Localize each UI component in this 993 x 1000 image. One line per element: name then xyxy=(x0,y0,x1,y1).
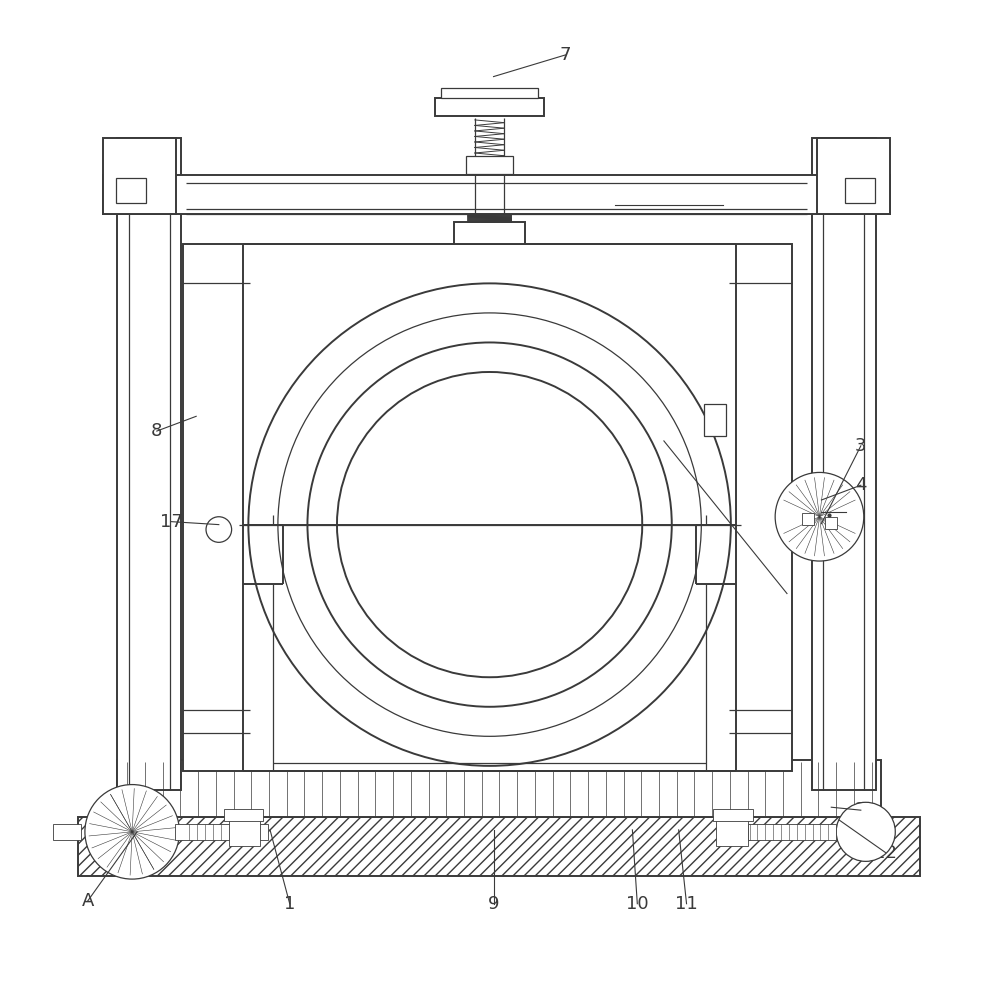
Bar xyxy=(713,809,753,821)
Text: 8: 8 xyxy=(151,422,163,440)
Bar xyxy=(102,175,891,214)
Text: 7: 7 xyxy=(560,46,571,64)
Bar xyxy=(102,138,177,214)
Circle shape xyxy=(776,472,864,561)
Bar xyxy=(454,222,525,244)
Text: 5: 5 xyxy=(781,585,792,603)
Text: 1: 1 xyxy=(284,895,295,913)
Text: 4: 4 xyxy=(855,476,867,494)
Bar xyxy=(184,244,791,771)
Bar xyxy=(801,513,813,525)
Circle shape xyxy=(836,802,896,861)
Circle shape xyxy=(85,785,180,879)
Bar xyxy=(441,88,538,98)
Bar xyxy=(816,138,891,214)
Bar xyxy=(78,817,920,876)
Text: A: A xyxy=(81,892,94,910)
Bar xyxy=(54,824,81,840)
Bar xyxy=(116,178,146,203)
Text: 10: 10 xyxy=(626,895,648,913)
Text: 3: 3 xyxy=(855,437,867,455)
Bar xyxy=(436,98,544,116)
Bar xyxy=(117,760,881,817)
Bar xyxy=(811,138,876,790)
Bar xyxy=(466,156,513,174)
Text: 9: 9 xyxy=(488,895,499,913)
Bar xyxy=(704,404,726,436)
Text: 17: 17 xyxy=(160,513,183,531)
Bar xyxy=(845,178,875,203)
Bar xyxy=(175,824,268,840)
Text: 11: 11 xyxy=(675,895,698,913)
Text: B: B xyxy=(840,503,852,521)
Bar xyxy=(748,824,836,840)
Bar xyxy=(228,818,260,846)
Bar xyxy=(223,809,263,821)
Bar xyxy=(825,517,837,529)
Text: 12: 12 xyxy=(874,844,897,862)
Text: 6: 6 xyxy=(717,196,729,214)
Bar xyxy=(716,818,748,846)
Bar xyxy=(117,138,182,790)
Text: 2: 2 xyxy=(855,801,867,819)
Circle shape xyxy=(206,517,231,542)
